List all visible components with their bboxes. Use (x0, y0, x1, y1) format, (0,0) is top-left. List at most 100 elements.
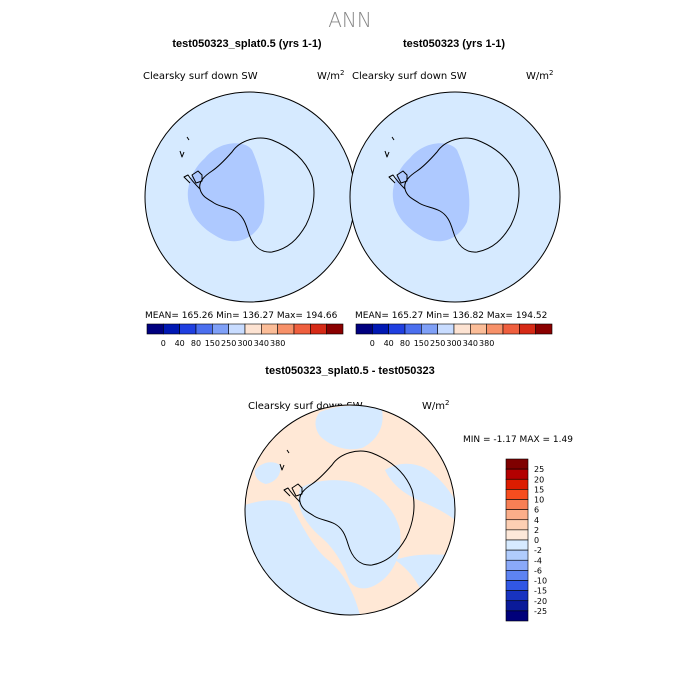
colorbar-diff-swatch (505, 580, 529, 591)
colorbar-diff-tick-label: -4 (534, 556, 542, 565)
colorbar-right-tick-label: 40 (384, 339, 394, 348)
colorbar-right-tick-label: 340 (463, 339, 478, 348)
map-diff-region-c (385, 463, 455, 520)
map-diff (244, 404, 456, 616)
colorbar-right-tick-label: 250 (430, 339, 445, 348)
map-right (349, 91, 561, 303)
colorbar-right-swatch (486, 323, 504, 335)
colorbar-diff-swatch (505, 519, 529, 531)
map-left-coastline (179, 136, 315, 253)
colorbar-right-tick-label: 300 (446, 339, 461, 348)
colorbar-diff-tick-label: 2 (534, 526, 539, 535)
colorbar-left-swatch (146, 323, 164, 335)
colorbar-left: 0 40 80 150 250 300 340 380 (146, 323, 344, 348)
colorbar-diff-swatch (505, 559, 529, 571)
colorbar-diff-swatch (505, 549, 529, 561)
colorbar-right-swatch (519, 323, 536, 335)
colorbar-left-tick-label: 150 (205, 339, 220, 348)
colorbar-diff-tick-label: 10 (534, 496, 544, 505)
colorbar-right-swatch (388, 323, 406, 335)
colorbar-left-swatch (277, 323, 295, 335)
colorbar-left-swatch (326, 323, 344, 335)
panel-left-title: test050323_splat0.5 (yrs 1-1) (172, 38, 322, 50)
map-right-contour-region (392, 143, 470, 242)
colorbar-left-swatch (163, 323, 180, 335)
panel-right-title: test050323 (yrs 1-1) (403, 38, 505, 50)
colorbar-diff-swatch (505, 499, 529, 510)
map-diff-region-b (298, 480, 401, 589)
colorbar-right-tick-label: 80 (400, 339, 410, 348)
colorbar-diff-tick-label: -20 (534, 597, 547, 606)
colorbar-diff-tick-label: 20 (534, 475, 544, 484)
colorbar-right-swatch (502, 323, 520, 335)
colorbar-right-swatch (372, 323, 389, 335)
colorbar-right-swatch (437, 323, 455, 335)
colorbar-diff-tick-label: -10 (534, 577, 547, 586)
colorbar-left-tick-label: 40 (175, 339, 185, 348)
map-diff-coastline (279, 449, 415, 566)
colorbar-left-swatch (228, 323, 246, 335)
colorbar-diff-tick-label: 15 (534, 485, 544, 494)
colorbar-diff-swatch (505, 458, 529, 470)
colorbar-left-swatch (179, 323, 197, 335)
diff-units-base: W/m (422, 401, 445, 412)
colorbar-right-tick-label: 0 (370, 339, 375, 348)
diff-title: test050323_splat0.5 - test050323 (265, 365, 434, 377)
panel-right-stats: MEAN= 165.27 Min= 136.82 Max= 194.52 (355, 311, 547, 321)
colorbar-left-swatch (310, 323, 327, 335)
figure-title: ANN (328, 8, 372, 32)
panel-left-units: W/m2 (317, 69, 344, 82)
colorbar-diff-tick-label: 4 (534, 516, 539, 525)
map-right-coastline (384, 136, 520, 253)
map-diff-region-f (254, 462, 281, 484)
panel-left-variable: Clearsky surf down SW (143, 71, 258, 82)
map-right-outline (349, 91, 561, 303)
panel-right-units-base: W/m (526, 71, 549, 82)
colorbar-right-swatch (404, 323, 422, 335)
panel-left-stats: MEAN= 165.26 Min= 136.27 Max= 194.66 (145, 311, 338, 321)
colorbar-diff-swatch (505, 489, 529, 500)
colorbar-left-swatch (212, 323, 229, 335)
colorbar-diff-swatch (505, 570, 529, 581)
colorbar-diff-swatch (505, 539, 529, 551)
colorbar-left-swatch (244, 323, 262, 335)
map-diff-region-d (315, 405, 383, 450)
colorbar-right-tick-label: 150 (414, 339, 429, 348)
colorbar-diff-swatch (505, 478, 529, 490)
panel-right-units: W/m2 (526, 69, 553, 82)
colorbar-diff-swatch (505, 610, 529, 622)
colorbar-right-tick-label: 380 (479, 339, 494, 348)
colorbar-diff-tick-label: -15 (534, 587, 547, 596)
colorbar-diff-tick-label: 6 (534, 506, 539, 515)
panel-right-variable: Clearsky surf down SW (352, 71, 467, 82)
colorbar-right-swatch (470, 323, 487, 335)
colorbar-diff-swatch (505, 529, 529, 541)
map-left (144, 91, 356, 303)
colorbar-left-tick-label: 340 (254, 339, 269, 348)
colorbar-right-swatch (453, 323, 471, 335)
colorbar-right: 0 40 80 150 250 300 340 380 (355, 323, 553, 348)
colorbar-diff-tick-label: -2 (534, 546, 542, 555)
map-left-contour-region (187, 143, 265, 242)
colorbar-right-swatch (535, 323, 553, 335)
colorbar-diff-swatch (505, 600, 529, 612)
colorbar-left-swatch (195, 323, 213, 335)
colorbar-left-tick-label: 380 (270, 339, 285, 348)
map-diff-outline (244, 404, 456, 616)
colorbar-diff-tick-label: -25 (534, 607, 547, 616)
diff-units-exp: 2 (445, 399, 449, 407)
colorbar-diff-tick-label: 0 (534, 536, 539, 545)
colorbar-diff-swatch (505, 468, 529, 480)
colorbar-diff-swatch (505, 590, 529, 602)
colorbar-right-swatch (355, 323, 373, 335)
colorbar-diff-tick-label: 25 (534, 465, 544, 474)
diff-variable: Clearsky surf down SW (248, 401, 363, 412)
diff-min-max: MIN = -1.17 MAX = 1.49 (463, 435, 573, 445)
colorbar-diff-tick-label: -6 (534, 566, 542, 575)
colorbar-diff-swatch (505, 509, 529, 521)
colorbar-left-tick-label: 300 (237, 339, 252, 348)
panel-left-units-base: W/m (317, 71, 340, 82)
diff-units: W/m2 (422, 399, 449, 412)
